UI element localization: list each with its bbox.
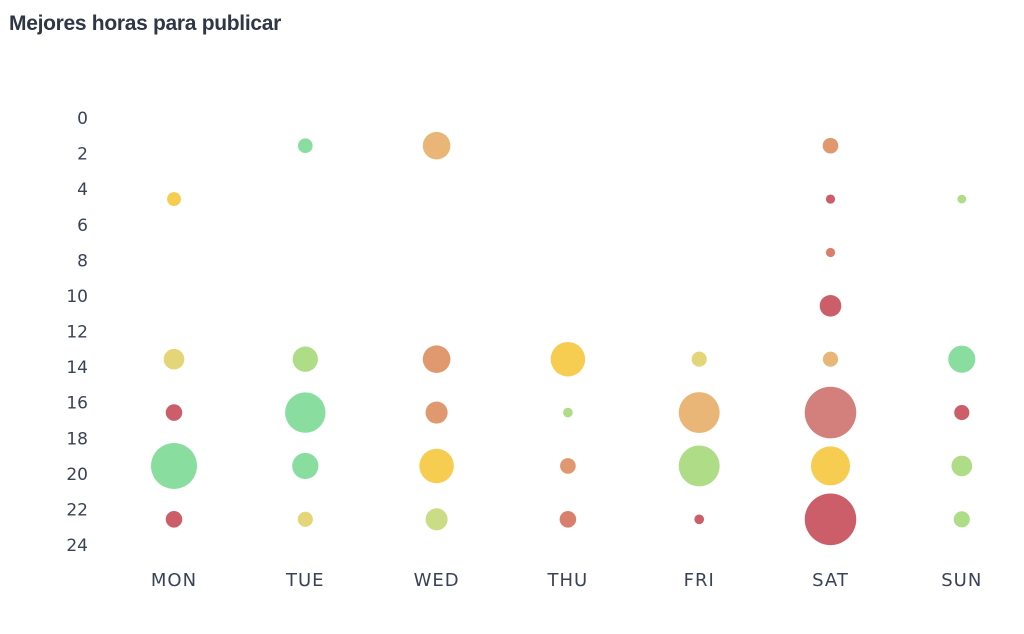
y-tick-label: 0 <box>77 109 88 129</box>
bubble-mon-19_5[interactable] <box>151 442 197 489</box>
y-tick-label: 22 <box>66 500 88 520</box>
bubble-sun-4_5[interactable] <box>957 194 967 204</box>
bubble-sun-19_5[interactable] <box>951 455 973 477</box>
y-tick-label: 20 <box>66 465 88 485</box>
bubble-fri-19_5[interactable] <box>678 445 720 487</box>
bubble-thu-13_5[interactable] <box>550 341 586 377</box>
bubble-tue-19_5[interactable] <box>292 452 319 480</box>
bubble-sat-4_5[interactable] <box>825 194 836 204</box>
x-tick-label-tue: TUE <box>285 570 325 591</box>
bubble-thu-19_5[interactable] <box>560 458 576 474</box>
x-tick-label-wed: WED <box>414 570 460 591</box>
bubble-sat-19_5[interactable] <box>810 446 851 486</box>
x-axis-ticks: MON TUE WED THU FRI SAT SUN <box>151 570 982 591</box>
bubble-thu-16_5[interactable] <box>563 407 573 418</box>
bubble-tue-13_5[interactable] <box>292 346 318 372</box>
bubble-sun-13_5[interactable] <box>948 345 976 373</box>
bubble-mon-4_5[interactable] <box>167 192 181 206</box>
bubble-wed-1_5[interactable] <box>422 131 451 160</box>
bubble-tue-16_5[interactable] <box>285 392 326 433</box>
y-tick-label: 2 <box>77 145 88 165</box>
bubble-fri-16_5[interactable] <box>678 392 720 434</box>
y-tick-label: 10 <box>66 287 88 307</box>
bubble-mon-13_5[interactable] <box>163 348 185 370</box>
x-tick-label-sat: SAT <box>812 570 849 591</box>
bubble-wed-13_5[interactable] <box>422 345 451 373</box>
bubble-sat-1_5[interactable] <box>822 137 839 154</box>
bubble-sun-22_5[interactable] <box>953 511 970 528</box>
bubble-wed-16_5[interactable] <box>425 401 448 424</box>
bubble-wed-19_5[interactable] <box>419 448 454 484</box>
bubble-sun-16_5[interactable] <box>954 404 970 421</box>
x-tick-label-fri: FRI <box>684 570 715 591</box>
y-tick-label: 18 <box>66 429 88 449</box>
bubble-fri-22_5[interactable] <box>694 514 705 525</box>
bubble-thu-22_5[interactable] <box>559 511 577 528</box>
bubbles <box>151 131 976 546</box>
bubble-sat-7_5[interactable] <box>825 247 836 258</box>
x-tick-label-thu: THU <box>547 570 589 591</box>
y-tick-label: 14 <box>66 358 88 378</box>
bubble-sat-13_5[interactable] <box>822 351 839 367</box>
y-tick-label: 6 <box>77 216 88 236</box>
y-tick-label: 12 <box>66 323 88 343</box>
y-tick-label: 16 <box>66 394 88 414</box>
x-tick-label-sun: SUN <box>941 570 982 591</box>
chart-title: Mejores horas para publicar <box>9 12 281 35</box>
bubble-fri-13_5[interactable] <box>691 351 707 367</box>
bubble-mon-22_5[interactable] <box>165 511 183 528</box>
bubble-sat-22_5[interactable] <box>804 493 857 546</box>
x-tick-label-mon: MON <box>151 570 197 591</box>
bubble-sat-16_5[interactable] <box>804 386 857 439</box>
bubble-mon-16_5[interactable] <box>165 404 183 421</box>
bubble-sat-10_5[interactable] <box>819 295 842 317</box>
y-tick-label: 24 <box>66 536 88 556</box>
y-tick-label: 8 <box>77 251 88 271</box>
bubble-tue-22_5[interactable] <box>297 511 313 527</box>
y-tick-label: 4 <box>77 180 88 200</box>
bubble-tue-1_5[interactable] <box>297 138 313 154</box>
bubble-wed-22_5[interactable] <box>425 508 448 531</box>
